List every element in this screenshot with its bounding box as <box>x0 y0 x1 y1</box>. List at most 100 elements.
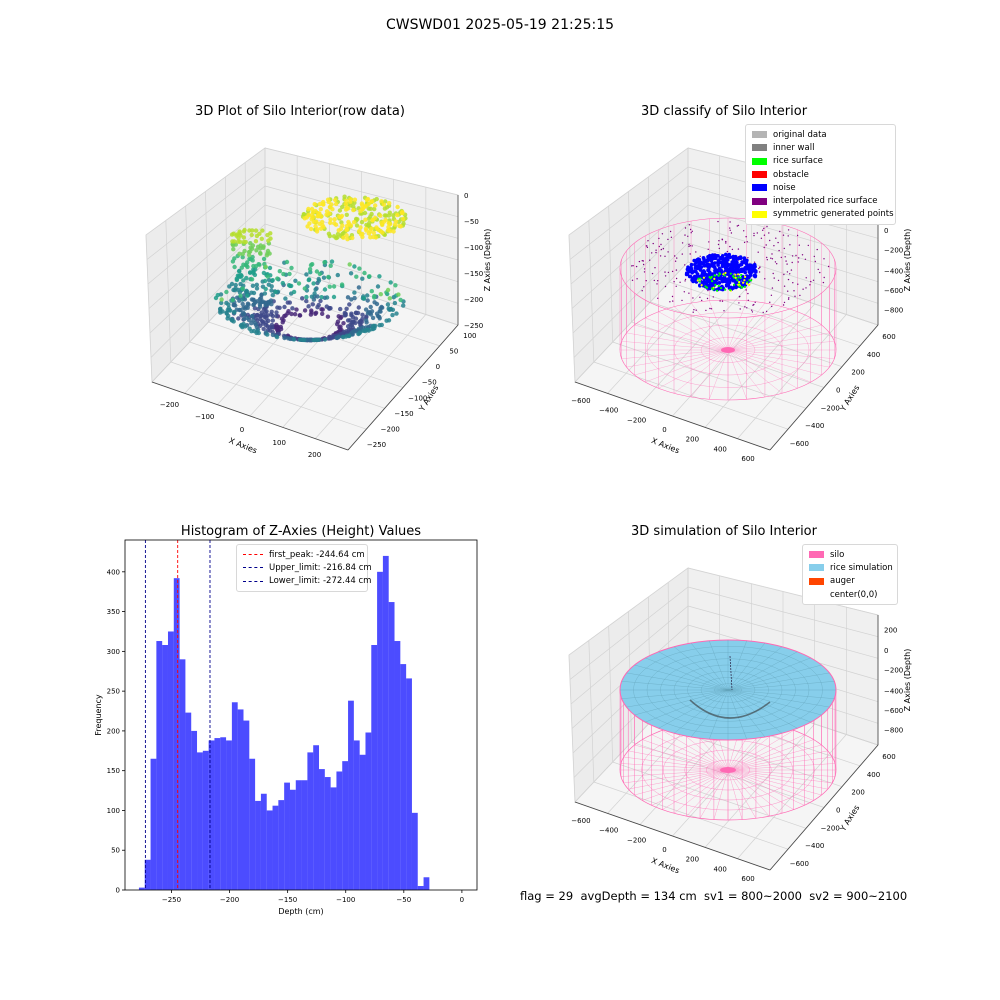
interpolated-point <box>631 265 633 267</box>
data-point <box>339 314 344 320</box>
noise-point <box>696 257 701 261</box>
interpolated-point <box>787 290 789 292</box>
data-point <box>301 212 306 217</box>
legend-line <box>243 580 263 582</box>
rice-surface-point <box>740 273 743 277</box>
noise-point <box>726 277 731 281</box>
noise-point <box>711 254 716 259</box>
interpolated-point <box>762 229 764 231</box>
legend-label: first_peak: -244.64 cm <box>269 549 365 560</box>
interpolated-point <box>753 232 755 235</box>
data-point <box>357 331 362 336</box>
data-point <box>240 286 245 291</box>
data-point <box>282 304 287 310</box>
surface-depression <box>689 699 771 719</box>
surface-mesh-line <box>690 642 729 691</box>
data-point <box>321 202 326 207</box>
data-point <box>331 294 337 300</box>
data-point <box>262 291 268 296</box>
interpolated-point <box>692 297 694 299</box>
interpolated-point <box>737 224 740 227</box>
y-tick-label: 50 <box>111 847 120 855</box>
noise-point <box>719 270 724 274</box>
silo-center <box>721 347 735 353</box>
data-point <box>282 313 287 319</box>
auger <box>729 655 733 691</box>
rice-surface-point <box>734 276 737 279</box>
data-point <box>380 222 385 228</box>
data-point <box>369 199 375 204</box>
interpolated-point <box>654 267 656 269</box>
rice-surface-point <box>720 287 723 290</box>
data-point <box>337 208 343 213</box>
interpolated-point <box>688 245 690 248</box>
interpolated-point <box>777 279 780 282</box>
data-point <box>261 326 266 332</box>
data-point <box>341 321 346 326</box>
y-tick-label: −250 <box>367 441 386 449</box>
interpolated-point <box>822 281 825 284</box>
data-point <box>228 308 233 313</box>
noise-point <box>738 255 743 259</box>
noise-point <box>741 283 745 287</box>
silo-floor-line <box>727 769 783 814</box>
data-point <box>252 306 258 311</box>
interpolated-point <box>672 300 674 302</box>
silo-floor-line <box>642 739 729 771</box>
histogram-bar <box>411 812 418 890</box>
interpolated-point <box>670 236 673 238</box>
y-axis-line <box>769 324 879 451</box>
interpolated-point <box>684 227 687 229</box>
histogram-bar <box>365 732 372 890</box>
rice-surface-point <box>745 282 749 285</box>
data-point <box>300 337 306 343</box>
interpolated-point <box>792 282 794 284</box>
histogram-bar <box>162 645 168 890</box>
noise-point <box>704 272 709 277</box>
data-point <box>326 274 331 280</box>
interpolated-point <box>758 267 760 270</box>
data-point <box>289 311 294 317</box>
legend-entry: symmetric generated points <box>752 208 894 221</box>
noise-point <box>727 280 732 285</box>
data-point <box>341 235 346 240</box>
data-point <box>304 272 309 277</box>
interpolated-point <box>764 278 766 280</box>
interpolated-point <box>718 240 720 242</box>
interpolated-point <box>798 244 800 246</box>
silo-floor-line <box>628 750 729 771</box>
data-point <box>348 199 353 204</box>
data-point <box>390 307 396 312</box>
noise-point <box>721 276 725 281</box>
noise-point <box>702 259 706 264</box>
data-point <box>393 222 398 227</box>
interpolated-point <box>787 229 790 231</box>
z-tick-label: −800 <box>884 306 903 314</box>
data-point <box>360 276 365 281</box>
data-point <box>263 303 268 308</box>
data-point <box>281 271 286 277</box>
grid-line <box>264 261 459 326</box>
surface-mesh-line <box>634 689 729 716</box>
rice-surface-point <box>736 279 739 282</box>
legend-label: symmetric generated points <box>773 209 894 220</box>
data-point <box>237 251 242 256</box>
data-point <box>313 311 318 316</box>
interpolated-point <box>643 271 646 273</box>
data-point <box>306 212 311 218</box>
interpolated-point <box>768 232 770 234</box>
silo-floor-line <box>727 769 836 777</box>
interpolated-point <box>657 297 659 299</box>
y-tick-label: −400 <box>805 422 824 430</box>
y-tick-label: 250 <box>107 688 120 696</box>
noise-point <box>696 274 700 279</box>
interpolated-point <box>777 241 779 244</box>
data-point <box>369 226 374 231</box>
silo-floor-ring <box>684 749 772 791</box>
legend-entry: noise <box>752 181 889 194</box>
data-point <box>266 238 271 243</box>
interpolated-point <box>721 239 724 241</box>
silo-floor-line <box>623 769 729 784</box>
interpolated-point <box>662 248 665 250</box>
